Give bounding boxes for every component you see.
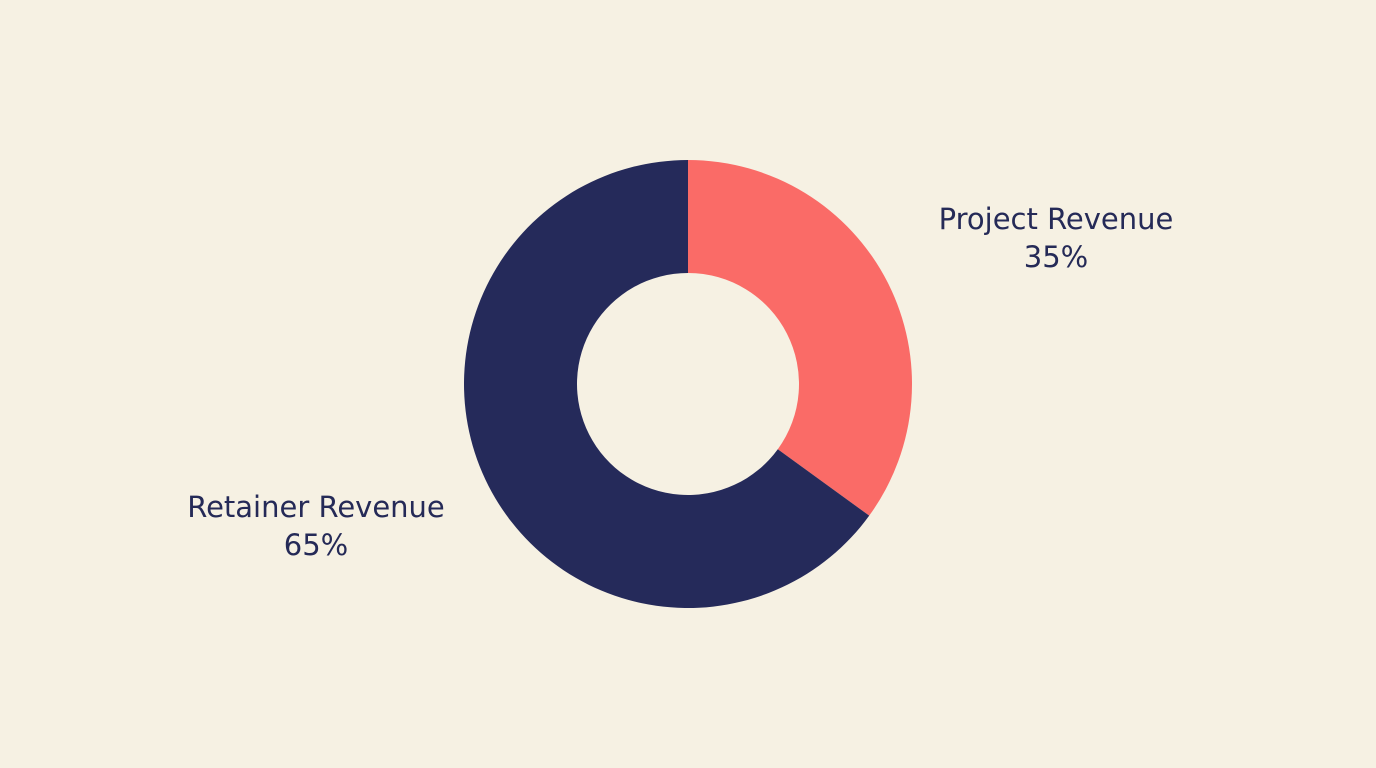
slice-label-project-revenue: Project Revenue 35% bbox=[939, 200, 1174, 276]
slice-label-name: Project Revenue bbox=[938, 202, 1174, 236]
slice-label-retainer-revenue: Retainer Revenue 65% bbox=[187, 488, 445, 564]
slice-label-value: 65% bbox=[283, 528, 349, 562]
donut-slice-project-revenue bbox=[688, 160, 913, 516]
slice-label-name: Retainer Revenue bbox=[187, 490, 445, 524]
slice-label-value: 35% bbox=[1023, 240, 1089, 274]
donut-slice-retainer-revenue bbox=[464, 160, 870, 609]
